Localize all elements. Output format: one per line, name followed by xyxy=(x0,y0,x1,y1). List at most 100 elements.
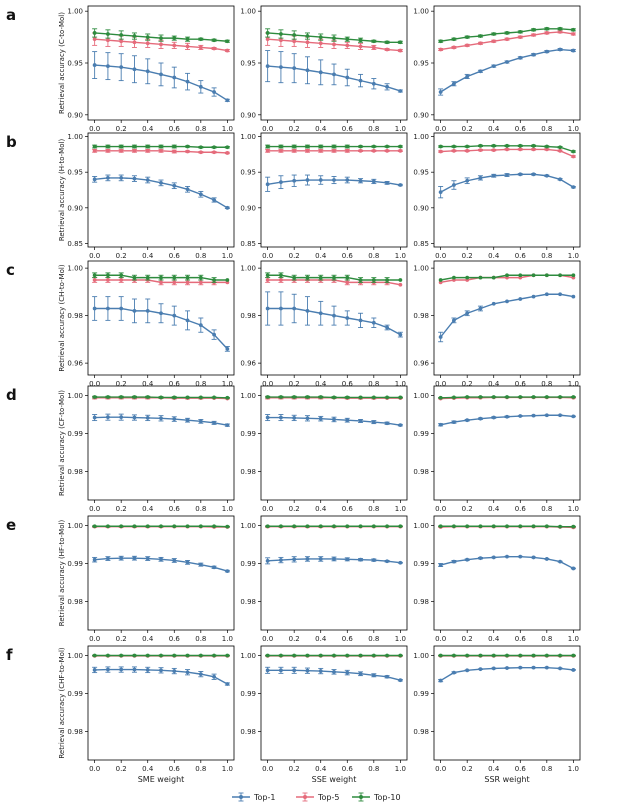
data-point-top-1 xyxy=(292,557,297,562)
data-point-top-10 xyxy=(358,278,363,282)
axes-frame xyxy=(260,515,408,631)
data-point-top-10 xyxy=(452,524,456,529)
data-point-top-10 xyxy=(225,524,230,529)
data-point-top-10 xyxy=(558,395,562,399)
subplot: 0.90 0.95 1.00 0.0 0.2 0.4 0.6 0.8 1.0 xyxy=(67,5,235,133)
x-tick-label: 0.6 xyxy=(342,635,354,643)
data-point-top-10 xyxy=(159,524,163,529)
data-point-top-1 xyxy=(544,665,549,670)
data-point-top-1 xyxy=(185,670,190,675)
data-point-top-10 xyxy=(119,653,124,658)
data-point-top-10 xyxy=(345,37,350,42)
data-point-top-1 xyxy=(198,84,203,89)
legend-label: Top-5 xyxy=(317,793,339,802)
x-tick-label: 0.4 xyxy=(315,765,327,773)
data-point-top-10 xyxy=(518,395,523,399)
data-point-top-1 xyxy=(132,415,137,420)
x-tick-label: 0.6 xyxy=(342,125,354,133)
data-point-top-5 xyxy=(358,148,363,153)
data-point-top-1 xyxy=(505,60,509,64)
data-point-top-10 xyxy=(106,395,110,399)
data-point-top-5 xyxy=(132,148,137,153)
x-tick-label: 0.4 xyxy=(142,252,154,260)
data-point-top-1 xyxy=(452,318,456,323)
data-point-top-1 xyxy=(292,416,297,420)
data-point-top-10 xyxy=(385,144,389,149)
data-point-top-10 xyxy=(491,653,496,658)
data-point-top-1 xyxy=(265,415,270,420)
data-point-top-1 xyxy=(558,666,562,671)
x-tick-label: 0.8 xyxy=(195,505,206,513)
data-point-top-1 xyxy=(558,47,562,52)
x-tick-label: 0.2 xyxy=(116,635,127,643)
data-point-top-10 xyxy=(145,653,150,658)
data-point-top-1 xyxy=(385,674,389,679)
data-point-top-1 xyxy=(119,175,124,180)
subplot: 0.98 0.99 1.00 0.0 0.2 0.4 0.6 0.8 1.0 SME weight xyxy=(67,645,235,784)
data-point-top-1 xyxy=(465,418,470,423)
data-point-top-5 xyxy=(571,154,576,159)
data-point-top-10 xyxy=(465,275,470,280)
y-tick-label: 0.90 xyxy=(413,204,429,212)
data-point-top-10 xyxy=(225,39,230,44)
data-point-top-1 xyxy=(279,415,283,420)
y-tick-label: 0.99 xyxy=(413,690,429,698)
data-point-top-1 xyxy=(172,183,177,188)
x-axis-label: SSE weight xyxy=(312,775,357,784)
x-axis-label: SME weight xyxy=(138,775,185,784)
y-tick-label: 0.85 xyxy=(240,240,256,248)
data-point-top-1 xyxy=(145,416,150,420)
data-point-top-1 xyxy=(544,49,549,54)
x-tick-label: 0.6 xyxy=(515,505,527,513)
data-point-top-10 xyxy=(558,653,562,658)
y-tick-label: 1.00 xyxy=(67,133,83,141)
data-point-top-1 xyxy=(438,335,443,339)
data-point-top-10 xyxy=(279,653,283,658)
data-point-top-10 xyxy=(292,144,297,149)
axes-frame xyxy=(433,132,581,248)
data-point-top-1 xyxy=(212,420,216,425)
data-point-top-1 xyxy=(145,178,150,182)
data-point-top-1 xyxy=(212,90,216,94)
y-tick-label: 0.85 xyxy=(67,240,83,248)
axes-frame xyxy=(260,132,408,248)
data-point-top-10 xyxy=(544,26,549,31)
data-point-top-1 xyxy=(318,311,323,316)
y-tick-label: 1.00 xyxy=(240,8,256,16)
data-point-top-1 xyxy=(185,418,190,423)
data-point-top-1 xyxy=(225,346,230,351)
data-point-top-5 xyxy=(106,148,110,153)
data-point-top-1 xyxy=(292,66,297,71)
data-point-top-10 xyxy=(345,275,350,280)
data-point-top-10 xyxy=(478,143,483,148)
data-point-top-5 xyxy=(292,148,297,153)
data-point-top-10 xyxy=(292,653,297,658)
data-point-top-1 xyxy=(305,668,310,673)
data-point-top-10 xyxy=(544,144,549,149)
data-point-top-1 xyxy=(345,670,350,675)
subplot: 0.98 0.99 1.00 0.0 0.2 0.4 0.6 0.8 1.0 xyxy=(67,515,235,643)
x-tick-label: 0.0 xyxy=(262,505,273,513)
data-point-top-5 xyxy=(198,45,203,50)
x-tick-label: 0.8 xyxy=(368,380,379,388)
panel-label: b xyxy=(6,133,17,151)
data-point-top-10 xyxy=(478,653,483,658)
panel-label: d xyxy=(6,386,17,404)
x-tick-label: 0.0 xyxy=(435,505,446,513)
data-point-top-1 xyxy=(198,562,203,567)
x-tick-label: 0.6 xyxy=(342,380,354,388)
data-point-top-1 xyxy=(92,63,97,67)
axes-frame xyxy=(260,5,408,121)
data-point-top-5 xyxy=(92,37,97,42)
series-line-top-1 xyxy=(440,48,574,93)
data-point-top-1 xyxy=(505,173,509,177)
data-point-top-10 xyxy=(518,653,523,658)
x-tick-label: 0.4 xyxy=(488,635,500,643)
data-point-top-5 xyxy=(145,41,150,46)
y-tick-label: 1.00 xyxy=(413,8,429,16)
y-axis-label: Retrieval accuracy (H-to-Mol) xyxy=(58,139,66,242)
data-point-top-1 xyxy=(491,173,496,178)
x-tick-label: 0.8 xyxy=(541,252,552,260)
axes-frame xyxy=(260,385,408,501)
data-point-top-10 xyxy=(145,35,150,39)
